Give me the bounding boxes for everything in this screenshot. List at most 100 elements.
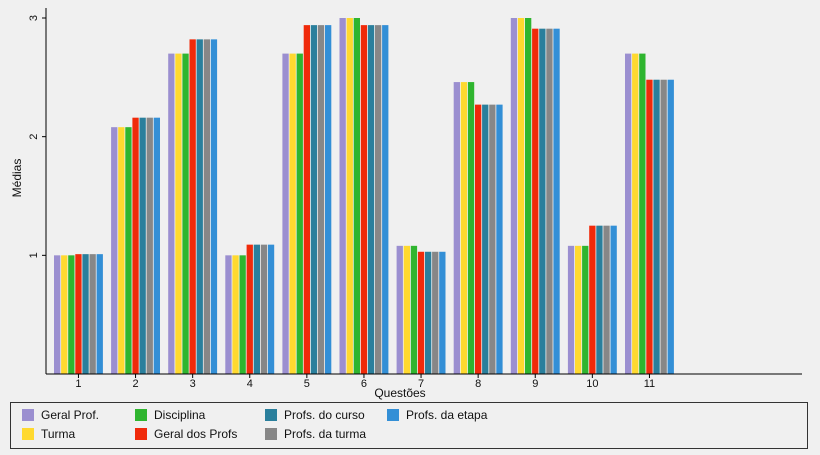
bar: [367, 25, 375, 375]
bars-group: [54, 18, 674, 375]
bar: [460, 82, 468, 374]
bar: [417, 251, 425, 374]
bar: [496, 104, 503, 374]
bar: [596, 225, 603, 374]
bar: [267, 244, 275, 374]
bar: [68, 255, 75, 374]
legend-item: Geral Prof.: [22, 408, 99, 422]
bar: [196, 39, 203, 375]
bar: [475, 104, 482, 374]
bar: [653, 79, 660, 375]
bar: [553, 28, 560, 375]
legend: Geral Prof. Turma Disciplina Geral dos Prof…: [10, 402, 808, 449]
bar: [189, 39, 196, 375]
bar: [375, 25, 382, 375]
x-axis-label: Questões: [374, 386, 425, 400]
bar: [317, 25, 325, 375]
bar: [75, 254, 82, 374]
bar: [310, 25, 318, 375]
legend-swatch: [22, 428, 34, 440]
bar: [203, 39, 210, 375]
bar: [546, 28, 553, 375]
legend-item: Disciplina: [135, 408, 205, 422]
bar: [489, 104, 496, 374]
bar: [239, 255, 246, 374]
x-tick-label: 7: [418, 378, 424, 390]
legend-swatch: [265, 409, 277, 421]
x-tick-label: 11: [644, 378, 655, 390]
bar: [282, 53, 289, 374]
legend-label: Profs. da turma: [284, 427, 367, 441]
bar: [325, 25, 332, 375]
bar: [403, 245, 410, 374]
x-tick-label: 3: [190, 378, 196, 390]
bar: [660, 79, 667, 375]
bar: [639, 53, 646, 374]
bar: [525, 18, 532, 374]
bar: [253, 244, 260, 374]
bar: [260, 244, 268, 374]
y-axis-label: Médias: [10, 159, 24, 198]
bar: [353, 18, 360, 374]
bar: [482, 104, 489, 374]
legend-label: Turma: [41, 427, 76, 441]
bar: [175, 53, 182, 374]
bar: [667, 79, 674, 375]
x-tick-label: 9: [532, 378, 538, 390]
bar: [646, 79, 653, 375]
bar: [118, 127, 125, 374]
bar: [539, 28, 546, 375]
bar: [125, 127, 132, 374]
bar: [182, 53, 189, 374]
bar: [54, 255, 61, 374]
bar: [296, 53, 303, 374]
legend-label: Geral Prof.: [41, 408, 100, 422]
bar: [82, 254, 89, 374]
x-tick-label: 1: [75, 378, 81, 390]
bar: [111, 127, 118, 374]
bar: [396, 245, 403, 374]
bar: [589, 225, 596, 374]
bar: [289, 53, 296, 374]
legend-label: Profs. do curso: [284, 408, 365, 422]
legend-label: Geral dos Profs: [154, 427, 238, 441]
bar: [603, 225, 610, 374]
bar: [425, 251, 432, 374]
bar: [339, 18, 346, 374]
bar: [303, 25, 310, 375]
legend-swatch: [135, 409, 147, 421]
bar: [439, 251, 446, 374]
bar: [168, 53, 175, 374]
bar: [225, 255, 232, 374]
bar: [360, 25, 368, 375]
x-tick-label: 10: [586, 378, 598, 390]
bar: [382, 25, 389, 375]
legend-swatch: [135, 428, 147, 440]
bar: [61, 255, 68, 374]
x-tick-label: 5: [304, 378, 310, 390]
bar: [89, 254, 96, 374]
bar: [582, 245, 589, 374]
bar: [432, 251, 439, 374]
legend-item: Turma: [22, 427, 75, 441]
bar: [139, 117, 146, 375]
bar-chart: 1 2 3 1 2 3 4 5 6 7 8 9 10 11 Médias Questões: [10, 8, 802, 400]
bar: [453, 82, 460, 374]
legend-swatch: [265, 428, 277, 440]
bar: [575, 245, 582, 374]
bar: [146, 117, 153, 375]
legend-item: Profs. do curso: [265, 408, 365, 422]
bar: [410, 245, 418, 374]
bar: [232, 255, 239, 374]
bar: [632, 53, 639, 374]
legend-swatch: [22, 409, 34, 421]
x-tick-label: 8: [475, 378, 481, 390]
bar: [246, 244, 253, 374]
x-tick-label: 4: [247, 378, 253, 390]
x-tick-label: 2: [132, 378, 138, 390]
legend-item: Profs. da etapa: [387, 408, 487, 422]
x-ticks-group: 1 2 3 4 5 6 7 8 9 10 11: [75, 374, 655, 390]
bar: [532, 28, 539, 375]
legend-item: Profs. da turma: [265, 427, 366, 441]
y-tick-label: 2: [28, 134, 40, 140]
